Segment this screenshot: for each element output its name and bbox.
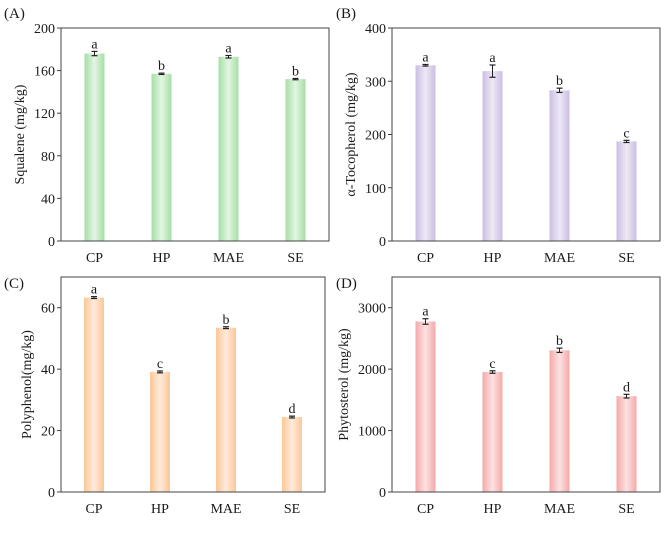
- significance-letter: b: [556, 334, 563, 349]
- x-tick-label: MAE: [210, 502, 241, 517]
- panel-b: a CP a HP b MAE c SE 0 100 200 300 400 α-Tocopherol (…: [336, 6, 661, 266]
- x-tick-label: SE: [618, 251, 634, 266]
- y-axis-label: Phytosterol (mg/kg): [337, 328, 352, 441]
- bar: [218, 56, 239, 241]
- y-tick-label: 3000: [358, 302, 386, 317]
- significance-letter: a: [489, 51, 496, 66]
- x-tick-label: HP: [484, 502, 502, 517]
- x-tick-label: SE: [287, 251, 303, 266]
- x-tick-label: MAE: [213, 251, 244, 266]
- bar: [84, 297, 104, 492]
- bar: [482, 372, 503, 492]
- bar: [285, 79, 306, 242]
- x-tick-label: CP: [417, 251, 434, 266]
- bar: [549, 350, 570, 492]
- x-tick-label: MAE: [544, 251, 575, 266]
- y-tick-label: 60: [41, 302, 55, 317]
- plot-frame: [60, 276, 326, 493]
- y-tick-label: 200: [365, 129, 386, 144]
- bar: [84, 53, 105, 242]
- significance-letter: a: [422, 305, 429, 320]
- y-tick-label: 300: [365, 75, 386, 90]
- y-tick-label: 400: [365, 22, 386, 37]
- bar: [151, 73, 172, 241]
- x-tick-label: CP: [86, 251, 103, 266]
- bar: [482, 71, 503, 241]
- y-tick-label: 0: [379, 486, 386, 501]
- x-tick-label: HP: [484, 251, 502, 266]
- bar: [549, 90, 570, 242]
- x-tick-label: CP: [85, 502, 102, 517]
- y-tick-label: 20: [41, 425, 55, 440]
- significance-letter: b: [223, 313, 230, 328]
- y-tick-label: 0: [48, 486, 55, 501]
- significance-letter: c: [157, 357, 163, 372]
- x-tick-label: SE: [284, 502, 300, 517]
- panel-label: (D): [336, 276, 357, 292]
- x-tick-label: MAE: [544, 502, 575, 517]
- panel-label: (B): [336, 6, 356, 22]
- significance-letter: b: [292, 64, 299, 79]
- significance-letter: d: [289, 402, 296, 417]
- bar: [415, 65, 436, 242]
- panel-label: (A): [4, 6, 25, 22]
- x-tick-label: HP: [151, 502, 169, 517]
- panel-label: (C): [4, 276, 24, 292]
- significance-letter: a: [225, 41, 232, 56]
- y-tick-label: 80: [41, 150, 55, 165]
- bar: [616, 396, 637, 492]
- significance-letter: b: [158, 59, 165, 74]
- x-tick-label: SE: [618, 502, 634, 517]
- significance-letter: a: [91, 37, 98, 52]
- y-axis-label: Polyphenol(mg/kg): [20, 330, 35, 439]
- plot-frame: [60, 27, 330, 242]
- panel-a: a CP b HP a MAE b SE 0 40 80 120 160 200 Squalene (mg/…: [4, 6, 330, 266]
- y-tick-label: 120: [34, 107, 55, 122]
- y-tick-label: 1000: [358, 425, 386, 440]
- y-tick-label: 0: [379, 235, 386, 250]
- x-tick-label: CP: [417, 502, 434, 517]
- panel-c: a CP c HP b MAE d SE 0 20 40 60 Polyphenol(mg/kg) (C): [4, 276, 326, 517]
- y-tick-label: 2000: [358, 363, 386, 378]
- bar: [616, 141, 637, 241]
- x-tick-label: HP: [153, 251, 171, 266]
- significance-letter: c: [489, 357, 495, 372]
- panel-d: a CP c HP b MAE d SE 0 1000 2000 3000 Phytosterol (m…: [336, 276, 661, 517]
- y-tick-label: 100: [365, 182, 386, 197]
- significance-letter: a: [422, 50, 429, 65]
- y-tick-label: 200: [34, 22, 55, 37]
- plot-frame: [391, 276, 661, 493]
- significance-letter: a: [91, 283, 98, 298]
- y-axis-label: Squalene (mg/kg): [13, 84, 28, 184]
- y-tick-label: 160: [34, 65, 55, 80]
- bar: [216, 327, 236, 492]
- y-tick-label: 0: [48, 235, 55, 250]
- y-tick-label: 40: [41, 363, 55, 378]
- significance-letter: c: [623, 126, 629, 141]
- significance-letter: d: [623, 380, 630, 395]
- bar: [282, 417, 302, 492]
- bar: [415, 321, 436, 492]
- y-axis-label: α-Tocopherol (mg/kg): [344, 72, 359, 196]
- bar: [150, 371, 170, 492]
- significance-letter: b: [556, 74, 563, 89]
- y-tick-label: 40: [41, 192, 55, 207]
